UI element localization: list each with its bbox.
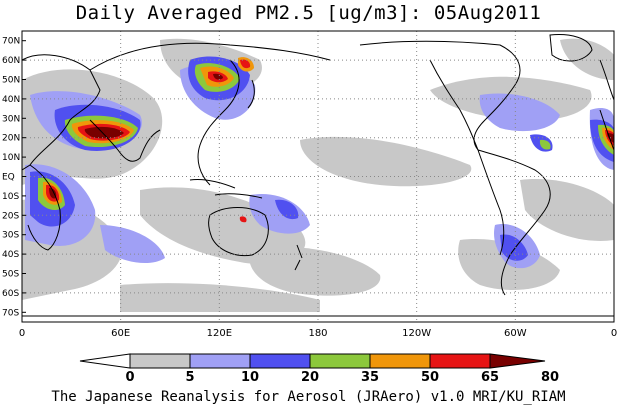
colorbar-segment bbox=[489, 353, 546, 369]
colorbar-labels: 0 5 10 20 35 50 65 80 bbox=[125, 370, 559, 385]
colorbar-level-label: 65 bbox=[481, 370, 499, 385]
map-title: Daily Averaged PM2.5 [ug/m3]: 05Aug2011 bbox=[75, 2, 542, 24]
colorbar-segment bbox=[189, 353, 251, 369]
lon-tick-label: 120W bbox=[402, 328, 431, 339]
lon-tick-label: 0 bbox=[19, 328, 25, 339]
lat-tick-label: 30N bbox=[2, 114, 20, 124]
colorbar-level-label: 10 bbox=[241, 370, 259, 385]
colorbar-segment bbox=[369, 353, 431, 369]
colorbar bbox=[79, 353, 546, 369]
lon-tick-label: 0 bbox=[611, 328, 617, 339]
lon-tick-label: 120E bbox=[207, 328, 232, 339]
lat-tick-label: 50N bbox=[2, 76, 20, 86]
lon-tick-label: 60E bbox=[111, 328, 130, 339]
colorbar-segment bbox=[309, 353, 371, 369]
lat-tick-label: EQ bbox=[2, 173, 15, 183]
lat-tick-label: 70N bbox=[2, 37, 20, 47]
colorbar-level-label: 80 bbox=[541, 370, 559, 385]
colorbar-level-label: 5 bbox=[185, 370, 194, 385]
grid-lines bbox=[22, 31, 614, 322]
lon-tick-label: 180 bbox=[308, 328, 327, 339]
lat-tick-label: 10S bbox=[2, 192, 19, 202]
latitude-labels: 70N 60N 50N 40N 30N 20N 10N EQ 10S 20S 30S 40S 50S 60… bbox=[2, 37, 26, 318]
colorbar-level-label: 50 bbox=[421, 370, 439, 385]
lat-tick-label: 60N bbox=[2, 56, 20, 66]
footer-credit: The Japanese Reanalysis for Aerosol (JRA… bbox=[51, 389, 566, 405]
colorbar-segment bbox=[79, 353, 131, 369]
lat-tick-label: 60S bbox=[2, 289, 19, 299]
lat-tick-label: 20N bbox=[2, 134, 20, 144]
colorbar-level-label: 20 bbox=[301, 370, 319, 385]
longitude-labels: 0 60E 120E 180 120W 60W 0 bbox=[19, 328, 617, 339]
lat-tick-label: 20S bbox=[2, 211, 19, 221]
lat-tick-label: 10N bbox=[2, 153, 20, 163]
lat-tick-label: 50S bbox=[2, 270, 19, 280]
colorbar-segment bbox=[249, 353, 311, 369]
colorbar-level-label: 35 bbox=[361, 370, 379, 385]
lon-tick-label: 60W bbox=[504, 328, 527, 339]
lat-tick-label: 40N bbox=[2, 95, 20, 105]
colorbar-segment bbox=[429, 353, 491, 369]
lat-tick-label: 40S bbox=[2, 250, 19, 260]
lat-tick-label: 70S bbox=[2, 308, 19, 318]
lat-tick-label: 30S bbox=[2, 231, 19, 241]
colorbar-level-label: 0 bbox=[125, 370, 134, 385]
colorbar-segment bbox=[129, 353, 191, 369]
